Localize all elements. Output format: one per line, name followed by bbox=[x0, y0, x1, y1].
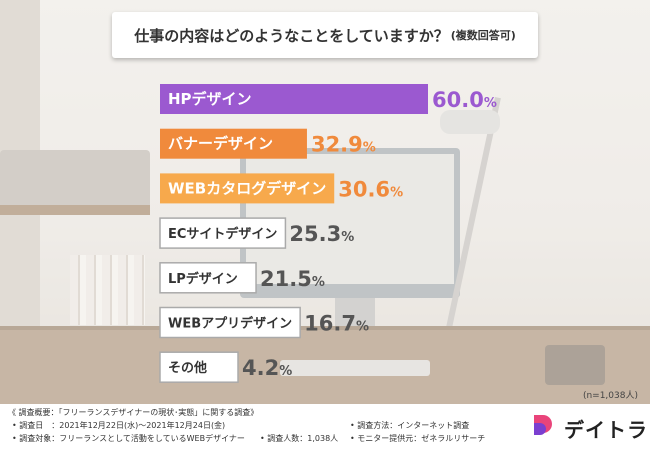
bar-category-label: WEBアプリデザイン bbox=[168, 316, 292, 332]
bar bbox=[160, 128, 307, 159]
survey-count: • 調査人数：1,038人 bbox=[260, 434, 339, 443]
bar-value-label: 21.5% bbox=[260, 267, 325, 291]
bar bbox=[159, 262, 257, 294]
background-plant-pot bbox=[0, 150, 150, 210]
background-keyboard bbox=[280, 360, 430, 376]
bar-value-label: 32.9% bbox=[311, 133, 376, 157]
survey-target: • 調査対象：フリーランスとして活動をしているWEBデザイナー bbox=[12, 434, 245, 443]
bar bbox=[159, 306, 301, 339]
bar-category-label: WEBカタログデザイン bbox=[168, 179, 326, 197]
bar-category-label: その他 bbox=[168, 360, 207, 376]
bar-value-label: 30.6% bbox=[338, 177, 403, 201]
brand-name: デイトラ bbox=[564, 418, 648, 442]
chart-title-note: (複数回答可) bbox=[450, 29, 516, 42]
bar-group: WEBカタログデザイン 30.6% bbox=[160, 173, 403, 204]
survey-method: • 調査方法：インターネット調査 bbox=[350, 421, 470, 430]
chart-title-box: 仕事の内容はどのようなことをしていますか？ (複数回答可) bbox=[112, 12, 538, 58]
bar bbox=[159, 217, 287, 249]
background-books bbox=[70, 255, 145, 325]
bar-category-label: LPデザイン bbox=[168, 271, 238, 287]
bar-category-label: ECサイトデザイン bbox=[168, 226, 277, 242]
background-photo bbox=[0, 0, 650, 404]
background-lamp-head bbox=[440, 110, 500, 134]
bar-group: HPデザイン 60.0% bbox=[160, 84, 497, 114]
bar bbox=[160, 84, 428, 114]
bar-category-label: バナーデザイン bbox=[168, 135, 273, 153]
survey-footer: 《 調査概要：「フリーランスデザイナーの現状･実態」に関する調査》 • 調査日 … bbox=[0, 404, 650, 450]
bar-group: ECサイトデザイン 25.3% bbox=[159, 217, 354, 249]
bar-group: バナーデザイン 32.9% bbox=[160, 128, 376, 159]
background-shelf bbox=[0, 205, 150, 215]
survey-date: • 調査日 ：2021年12月22日(水)～2021年12月24日(金) bbox=[12, 421, 226, 430]
sample-size-note: (n=1,038人) bbox=[582, 391, 638, 401]
bar bbox=[160, 173, 335, 204]
bar bbox=[159, 351, 239, 383]
survey-overview: 《 調査概要：「フリーランスデザイナーの現状･実態」に関する調査》 bbox=[8, 408, 259, 417]
bar-group: その他 4.2% bbox=[159, 351, 292, 383]
brand-logo-icon bbox=[534, 415, 552, 435]
survey-provider: • モニター提供元：ゼネラルリサーチ bbox=[350, 434, 486, 443]
bar-value-label: 60.0% bbox=[432, 88, 497, 112]
bar-value-label: 16.7% bbox=[304, 312, 369, 336]
bar-value-label: 25.3% bbox=[289, 222, 354, 246]
bar-chart: HPデザイン 60.0% バナーデザイン 32.9% WEBカタログデザイン 30.6% E… bbox=[159, 84, 497, 383]
background-cup bbox=[545, 345, 605, 385]
bar-group: WEBアプリデザイン 16.7% bbox=[159, 306, 369, 339]
bar-value-label: 4.2% bbox=[242, 356, 292, 380]
bar-group: LPデザイン 21.5% bbox=[159, 262, 325, 294]
bar-category-label: HPデザイン bbox=[168, 90, 252, 108]
chart-title: 仕事の内容はどのようなことをしていますか？ bbox=[134, 26, 449, 45]
